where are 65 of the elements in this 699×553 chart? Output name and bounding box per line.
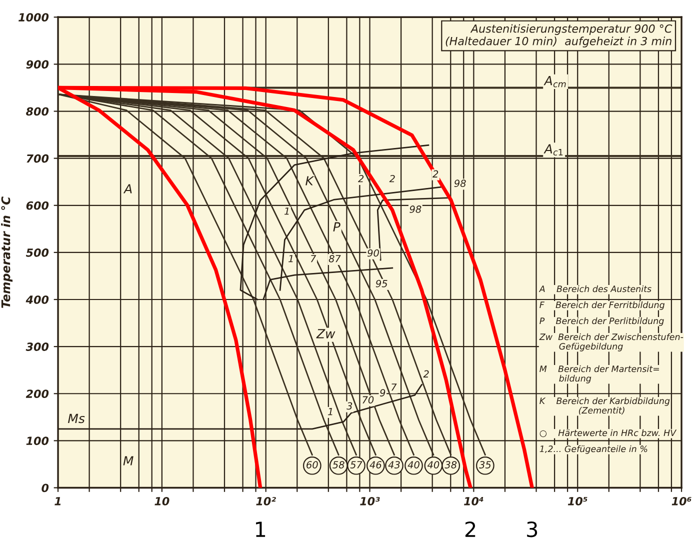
annotation: 7 (310, 255, 316, 262)
annotation: 1 (288, 255, 293, 262)
annotation: 35 (479, 461, 491, 468)
y-tick-label: 400 (26, 295, 49, 304)
x-tick-label: 10⁴ (464, 496, 484, 506)
y-tick-label: 800 (26, 107, 49, 116)
y-axis-title: Temperatur in °C (1, 196, 13, 308)
annotation: A Bereich des Austenits (538, 285, 652, 292)
annotation: 60 (306, 461, 318, 468)
annotation: 2 (423, 370, 429, 378)
annotation: 1,2... Gefügeanteile in % (540, 445, 648, 454)
annotation: 87 (328, 254, 341, 262)
annotation: 38 (444, 461, 457, 468)
annotation: 43 (388, 461, 400, 468)
annotation: 46 (370, 461, 382, 468)
y-tick-label: 100 (26, 436, 49, 446)
ref-line-label: A$_{c1}$ (544, 144, 563, 156)
annotation: 2 (389, 174, 395, 182)
annotation: M Bereich der Martensit= bildung (540, 365, 659, 384)
x-tick-label: 10⁵ (568, 496, 588, 506)
annotation: 40 (427, 461, 440, 468)
annotation: K Bereich der Karbidbildung (Zementit) (540, 397, 670, 415)
y-tick-label: 700 (26, 154, 49, 163)
y-tick-label: 300 (26, 342, 49, 351)
y-tick-label: 900 (26, 60, 49, 69)
annotation: Zw Bereich der Zwischenstufen- Gefügebildung (539, 333, 684, 352)
annotation: P (333, 222, 340, 232)
y-tick-label: 1000 (18, 13, 49, 22)
annotation: 98 (410, 206, 422, 213)
annotation: 2 (432, 170, 438, 178)
annotation: 98 (454, 180, 466, 188)
annotation: M (123, 456, 134, 466)
annotation: 3 (346, 402, 352, 410)
y-tick-label: 500 (26, 248, 49, 257)
annotation: Ms (68, 414, 85, 424)
x-tick-label: 10 (154, 496, 170, 506)
ref-line-label: A$_{cm}$ (544, 76, 566, 88)
annotation: Zw (316, 329, 336, 338)
annotation: 95 (376, 280, 388, 288)
annotation: 58 (332, 461, 344, 468)
annotation: F Bereich der Ferritbildung (540, 301, 665, 310)
x-tick-label: 10⁶ (672, 496, 692, 506)
x-tick-label: 10² (256, 496, 276, 506)
annotation: 9 (380, 389, 386, 396)
series-label: 2 (358, 174, 364, 182)
annotation: A (123, 184, 132, 194)
annotation: Austenitisierungstemperatur 900 °C (Haltedauer 10 min) aufgeheizt in 3 min (446, 24, 672, 48)
series-label: 3 (527, 521, 538, 538)
y-tick-label: 200 (26, 390, 49, 398)
x-tick-label: 1 (54, 497, 61, 506)
x-tick-label: 10³ (360, 496, 380, 506)
annotation: 70 (362, 396, 374, 404)
annotation: K (306, 176, 314, 186)
annotation: 90 (367, 249, 379, 257)
series-label: 1 (256, 522, 266, 537)
annotation: P Bereich der Perlitbildung (540, 317, 664, 326)
annotation: 1 (328, 408, 332, 416)
annotation: ○ Härtewerte in HRc bzw. HV (540, 429, 677, 438)
annotation: 1 (284, 208, 289, 215)
y-tick-label: 0 (42, 484, 49, 492)
annotation: 57 (350, 461, 362, 468)
annotation: 7 (392, 384, 397, 391)
y-tick-label: 600 (26, 201, 49, 210)
annotation: 40 (408, 461, 420, 468)
text: 2 (465, 521, 476, 537)
